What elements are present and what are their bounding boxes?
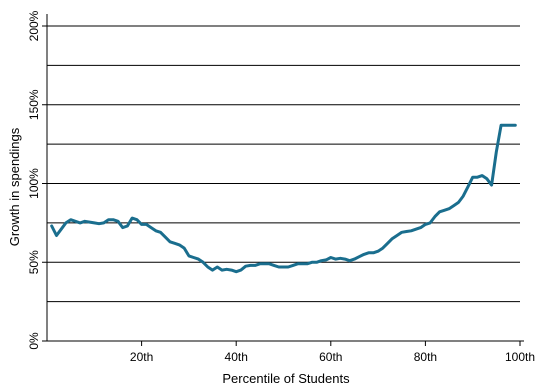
series-group bbox=[50, 123, 517, 274]
y-axis-title: Growth in spendings bbox=[7, 127, 22, 246]
x-tick-label: 100th bbox=[505, 350, 535, 364]
y-tick-label: 100% bbox=[27, 168, 41, 199]
plot-frame bbox=[46, 14, 524, 342]
gridlines bbox=[47, 25, 520, 303]
x-tick-label: 80th bbox=[414, 350, 437, 364]
x-tick-label: 60th bbox=[319, 350, 342, 364]
x-axis-ticks: 20th 40th 60th 80th 100th bbox=[130, 341, 535, 364]
y-tick-label: 150% bbox=[27, 89, 41, 120]
y-tick-label: 50% bbox=[27, 250, 41, 274]
y-tick-label: 0% bbox=[27, 332, 41, 350]
y-tick-label: 200% bbox=[27, 10, 41, 41]
y-axis-ticks: 0% 50% 100% 150% 200% bbox=[27, 10, 47, 350]
series-line bbox=[50, 123, 517, 274]
x-axis-title: Percentile of Students bbox=[222, 371, 350, 386]
x-tick-label: 20th bbox=[130, 350, 153, 364]
x-tick-label: 40th bbox=[225, 350, 248, 364]
